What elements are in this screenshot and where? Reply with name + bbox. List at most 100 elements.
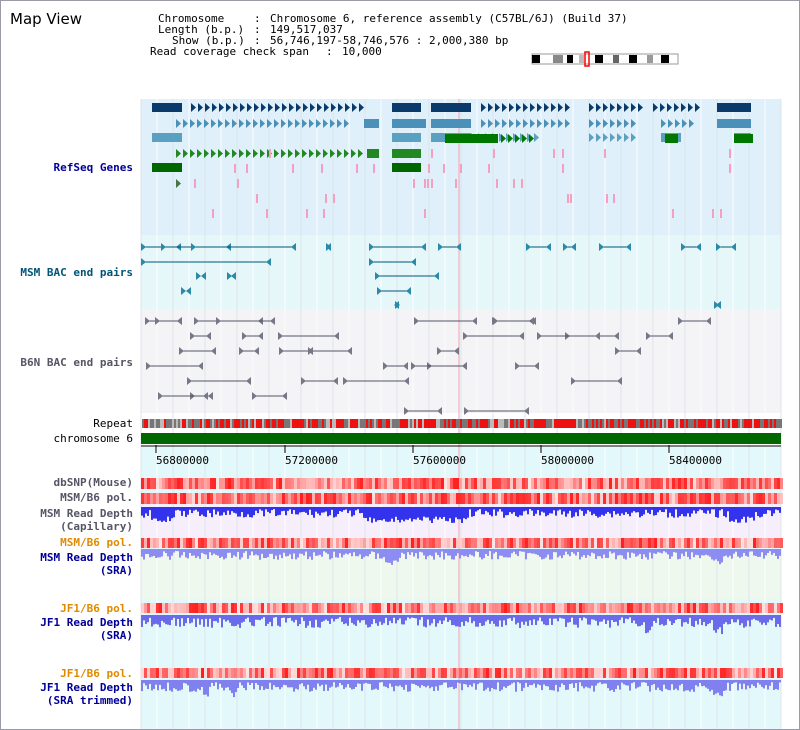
repeat-block: [666, 419, 668, 428]
heat-cell: [735, 493, 738, 504]
depth-bar: [361, 549, 363, 559]
depth-bar: [257, 680, 259, 685]
depth-bar: [173, 507, 175, 518]
bac-end: [526, 243, 531, 251]
heat-cell: [426, 478, 429, 489]
heat-cell: [216, 478, 219, 489]
bac-end: [231, 272, 236, 280]
depth-bar: [193, 615, 195, 619]
repeat-block: [736, 419, 738, 428]
heat-cell: [651, 538, 654, 548]
repeat-track[interactable]: [142, 419, 782, 428]
repeat-block: [518, 419, 520, 428]
depth-bar: [189, 507, 191, 510]
heat-cell: [321, 478, 324, 489]
depth-bar: [155, 507, 157, 519]
depth-bar: [193, 549, 195, 556]
polymorphism-heat-tracks[interactable]: [141, 478, 783, 678]
heat-cell: [651, 493, 654, 504]
heat-cell: [759, 478, 762, 489]
repeat-block: [214, 419, 216, 428]
repeat-block: [206, 419, 208, 428]
heat-cell: [546, 603, 549, 613]
depth-bar: [373, 507, 375, 519]
read-depth-tracks[interactable]: [141, 507, 781, 698]
depth-bar: [427, 507, 429, 518]
depth-bar: [771, 507, 773, 517]
depth-bar: [619, 507, 621, 516]
bac-end: [404, 377, 409, 385]
heat-cell: [603, 478, 606, 489]
depth-bar: [511, 680, 513, 684]
gene-exon: [734, 134, 753, 143]
heat-cell: [180, 668, 183, 678]
depth-bar: [573, 549, 575, 554]
depth-bar: [545, 680, 547, 687]
depth-bar: [557, 615, 559, 622]
depth-bar: [495, 549, 497, 552]
depth-bar: [747, 549, 749, 557]
heat-cell: [390, 603, 393, 613]
heat-cell: [747, 668, 750, 678]
heat-cell: [426, 603, 429, 613]
heat-cell: [498, 538, 501, 548]
b6n-bac-end-pairs-track[interactable]: [145, 317, 711, 415]
depth-bar: [293, 615, 295, 623]
heat-cell: [291, 668, 294, 678]
depth-bar: [329, 680, 331, 688]
depth-bar: [741, 549, 743, 557]
bac-end: [326, 243, 331, 251]
bac-end: [179, 347, 184, 355]
heat-cell: [591, 478, 594, 489]
heat-cell: [555, 668, 558, 678]
heat-cell: [480, 603, 483, 613]
heat-cell: [579, 668, 582, 678]
heat-cell: [720, 478, 723, 489]
depth-bar: [671, 615, 673, 626]
depth-bar: [525, 615, 527, 622]
chromosome-bar[interactable]: [141, 433, 781, 444]
depth-bar: [469, 615, 471, 618]
depth-bar: [195, 680, 197, 692]
depth-bar: [365, 549, 367, 556]
depth-bar: [267, 615, 269, 624]
depth-bar: [745, 680, 747, 690]
depth-bar: [755, 549, 757, 556]
msm-bac-end-pairs-track[interactable]: [141, 243, 736, 309]
dbsnp-label: dbSNP(Mouse): [53, 476, 133, 489]
repeat-block: [746, 419, 748, 428]
depth-bar: [707, 615, 709, 625]
bac-end: [375, 272, 380, 280]
chromosome-ideogram[interactable]: [531, 51, 679, 67]
depth-bar: [645, 549, 647, 558]
msm-b6-pol-label: MSM/B6 pol.: [60, 491, 133, 504]
depth-bar: [513, 680, 515, 683]
heat-cell: [291, 478, 294, 489]
depth-bar: [753, 680, 755, 687]
depth-bar: [403, 549, 405, 554]
depth-bar: [349, 549, 351, 553]
heat-cell: [345, 603, 348, 613]
repeat-block: [258, 419, 260, 428]
bac-end: [377, 287, 382, 295]
heat-cell: [564, 603, 567, 613]
heat-cell: [300, 478, 303, 489]
depth-bar: [299, 549, 301, 554]
depth-bar: [375, 680, 377, 689]
heat-cell: [324, 538, 327, 548]
heat-cell: [624, 478, 627, 489]
depth-bar: [679, 549, 681, 559]
heat-cell: [711, 538, 714, 548]
heat-cell: [717, 493, 720, 504]
depth-bar: [523, 507, 525, 512]
depth-bar: [145, 507, 147, 514]
depth-bar: [749, 549, 751, 552]
depth-bar: [337, 615, 339, 619]
refseq-genes-track[interactable]: [152, 103, 753, 218]
depth-bar: [761, 680, 763, 687]
heat-cell: [177, 478, 180, 489]
heat-cell: [249, 603, 252, 613]
heat-cell: [309, 603, 312, 613]
depth-bar: [141, 549, 143, 557]
